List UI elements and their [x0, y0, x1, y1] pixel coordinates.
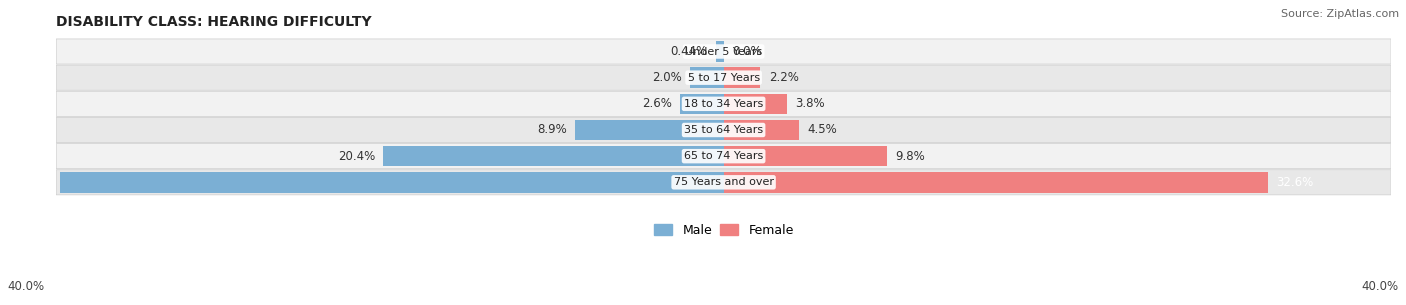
Text: 75 Years and over: 75 Years and over [673, 177, 773, 187]
Text: 40.0%: 40.0% [7, 280, 44, 293]
Text: 39.8%: 39.8% [14, 176, 51, 189]
Text: 40.0%: 40.0% [1362, 280, 1399, 293]
Text: 3.8%: 3.8% [796, 97, 825, 110]
Text: 2.6%: 2.6% [643, 97, 672, 110]
Bar [681, 94, 724, 114]
Bar [575, 120, 724, 140]
Text: 8.9%: 8.9% [537, 124, 567, 136]
Text: 2.0%: 2.0% [652, 71, 682, 84]
Text: 65 to 74 Years: 65 to 74 Years [683, 151, 763, 161]
Text: 35 to 64 Years: 35 to 64 Years [685, 125, 763, 135]
Legend: Male, Female: Male, Female [648, 218, 799, 242]
Text: 9.8%: 9.8% [896, 150, 925, 163]
Text: Under 5 Years: Under 5 Years [685, 46, 762, 56]
Text: Source: ZipAtlas.com: Source: ZipAtlas.com [1281, 9, 1399, 19]
Bar [724, 146, 887, 166]
FancyBboxPatch shape [56, 144, 1391, 169]
FancyBboxPatch shape [56, 39, 1391, 64]
FancyBboxPatch shape [56, 65, 1391, 90]
Bar [690, 67, 724, 88]
Text: 2.2%: 2.2% [769, 71, 799, 84]
Text: 18 to 34 Years: 18 to 34 Years [683, 99, 763, 109]
Text: 32.6%: 32.6% [1275, 176, 1313, 189]
Bar [724, 120, 799, 140]
Text: 20.4%: 20.4% [337, 150, 375, 163]
Bar [59, 172, 724, 192]
Text: 5 to 17 Years: 5 to 17 Years [688, 73, 759, 83]
Text: 0.44%: 0.44% [671, 45, 709, 58]
Text: 4.5%: 4.5% [807, 124, 837, 136]
Bar [724, 94, 787, 114]
Text: 0.0%: 0.0% [733, 45, 762, 58]
FancyBboxPatch shape [56, 117, 1391, 142]
Bar [724, 172, 1268, 192]
Bar [384, 146, 724, 166]
Bar [716, 41, 724, 62]
FancyBboxPatch shape [56, 170, 1391, 195]
Bar [724, 67, 761, 88]
FancyBboxPatch shape [56, 91, 1391, 117]
Text: DISABILITY CLASS: HEARING DIFFICULTY: DISABILITY CLASS: HEARING DIFFICULTY [56, 15, 371, 29]
